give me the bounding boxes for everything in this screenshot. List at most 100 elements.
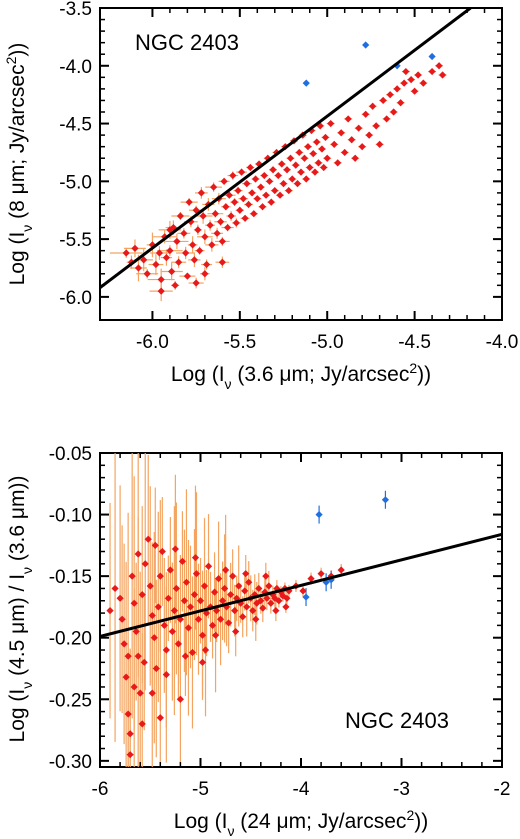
data-point <box>279 592 287 600</box>
data-point <box>241 587 249 595</box>
data-point <box>438 71 447 79</box>
data-point <box>242 570 250 578</box>
data-point <box>194 226 202 234</box>
data-point <box>140 658 148 666</box>
data-point <box>118 615 126 623</box>
y-tick-label: -0.15 <box>49 567 92 588</box>
data-point <box>269 166 277 174</box>
data-point <box>288 175 296 183</box>
data-point <box>155 249 164 257</box>
data-point <box>227 212 235 220</box>
data-point <box>267 599 275 607</box>
bottom-error-bars <box>109 453 387 767</box>
data-point <box>320 163 328 172</box>
data-point <box>358 143 366 151</box>
data-point <box>120 640 128 648</box>
top-annotation: NGC 2403 <box>135 30 239 55</box>
x-tick-label: -5.0 <box>311 332 344 353</box>
data-point <box>131 244 139 252</box>
data-point <box>183 272 191 280</box>
data-point <box>376 140 384 148</box>
data-point <box>282 603 290 611</box>
data-point <box>143 270 151 278</box>
data-point <box>201 233 209 241</box>
data-point <box>166 566 174 574</box>
data-point <box>164 594 172 602</box>
data-point <box>180 597 189 605</box>
data-point <box>140 256 148 264</box>
data-point <box>236 206 244 214</box>
data-point <box>180 229 188 237</box>
data-point <box>199 212 207 220</box>
top-y-axis-title: Log (Iν (8 μm; Jy/arcsec2)) <box>3 43 35 286</box>
data-point <box>176 695 184 703</box>
data-point <box>185 198 193 206</box>
data-point <box>245 578 253 586</box>
data-point <box>297 168 305 176</box>
data-point <box>321 133 330 142</box>
data-point <box>232 627 240 636</box>
data-point <box>116 594 124 602</box>
data-point <box>241 214 249 222</box>
data-point <box>311 168 319 176</box>
data-point <box>362 41 370 49</box>
data-point <box>435 62 443 70</box>
data-point <box>271 594 279 602</box>
data-point <box>203 260 211 269</box>
data-point <box>200 582 209 590</box>
data-point <box>211 210 219 218</box>
data-point <box>322 578 330 586</box>
top-fit-line <box>100 8 472 289</box>
data-point <box>204 562 213 570</box>
data-point <box>302 593 310 601</box>
data-point <box>182 578 191 586</box>
data-point <box>272 148 281 157</box>
data-point <box>168 627 176 636</box>
data-point <box>130 683 138 691</box>
y-tick-label: -0.25 <box>49 690 92 711</box>
data-point <box>411 87 419 95</box>
data-point <box>316 122 324 130</box>
data-point <box>221 584 229 593</box>
data-point <box>181 652 190 660</box>
y-tick-label: -0.20 <box>49 629 92 650</box>
data-point <box>337 129 345 137</box>
y-tick-label: -3.5 <box>59 0 92 20</box>
x-tick-label: -5 <box>192 779 209 800</box>
data-point <box>158 547 166 556</box>
data-point <box>124 710 132 718</box>
data-point <box>106 607 114 615</box>
data-point <box>154 603 162 611</box>
data-point <box>283 594 291 602</box>
data-point <box>213 229 221 237</box>
x-tick-label: -6.0 <box>136 332 169 353</box>
data-point <box>400 79 408 87</box>
data-point <box>148 689 156 697</box>
data-point <box>397 99 405 107</box>
data-point <box>262 572 270 580</box>
data-point <box>414 71 422 79</box>
data-point <box>234 186 242 195</box>
data-point <box>402 67 410 76</box>
data-point <box>126 751 134 759</box>
data-point <box>246 163 254 172</box>
x-tick-label: -2 <box>494 779 511 800</box>
data-point <box>219 597 227 605</box>
data-point <box>264 154 272 162</box>
data-point <box>174 640 182 648</box>
data-point <box>218 258 226 266</box>
data-point <box>383 115 391 123</box>
data-point <box>227 591 235 599</box>
data-point <box>237 599 245 607</box>
x-tick-label: -4 <box>293 779 310 800</box>
data-point <box>152 260 160 269</box>
data-point <box>253 599 261 607</box>
data-point <box>225 191 233 199</box>
data-point <box>197 189 205 197</box>
data-point <box>168 267 176 276</box>
data-point <box>237 168 246 176</box>
bottom-panel: -6 -5 -4 -3 -2 -0.05 -0.10 -0.15 -0.20 -0.25 -0.30… <box>6 444 511 839</box>
data-point <box>173 237 181 246</box>
data-point <box>419 79 427 87</box>
data-point <box>201 270 209 278</box>
